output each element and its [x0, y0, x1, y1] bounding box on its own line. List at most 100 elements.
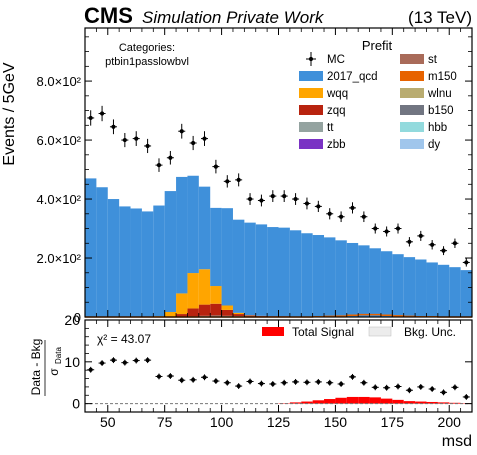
- ratio-point: [452, 385, 458, 390]
- x-tick-label: 200: [438, 414, 462, 430]
- total-signal-swatch: [262, 327, 284, 336]
- x-tick-label: 50: [100, 414, 116, 430]
- x-tick-label: 125: [267, 414, 291, 430]
- bar-wqq: [221, 305, 233, 310]
- bar-zqq: [210, 303, 222, 316]
- ratio-point: [418, 384, 423, 390]
- legend-swatch-2017_qcd: [299, 71, 323, 81]
- legend-swatch-b150: [400, 105, 424, 115]
- bar-2017_qcd: [346, 242, 359, 317]
- bar-2017_qcd: [403, 257, 416, 317]
- ratio-signal-bar: [369, 397, 381, 404]
- ratio-point: [395, 384, 401, 389]
- ratio-point: [430, 386, 435, 392]
- ratio-signal-bar: [415, 401, 427, 404]
- bar-2017_qcd: [119, 206, 131, 317]
- bar-2017_qcd: [244, 222, 256, 316]
- data-point: [395, 226, 401, 231]
- data-point: [316, 204, 321, 209]
- legend-label-wqq: wqq: [326, 88, 348, 100]
- bar-2017_qcd: [107, 199, 120, 317]
- bar-2017_qcd: [449, 267, 461, 317]
- data-point: [202, 136, 207, 141]
- data-point: [225, 179, 230, 184]
- total-signal-label: Total Signal: [292, 325, 354, 339]
- y-tick-label: 8.0×10²: [37, 74, 82, 89]
- legend-label-tt: tt: [327, 122, 334, 134]
- bar-2017_qcd: [187, 175, 199, 274]
- bar-2017_qcd: [289, 230, 302, 317]
- ratio-signal-fill: [278, 396, 472, 404]
- bar-2017_qcd: [415, 259, 427, 317]
- x-tick-label: 150: [324, 414, 348, 430]
- data-point: [179, 129, 184, 134]
- data-point: [304, 201, 310, 206]
- ratio-x-axis: 50 75 100 125 150 175 200: [84, 320, 473, 430]
- bar-2017_qcd: [153, 205, 165, 317]
- ratio-points: [87, 357, 470, 400]
- ratio-ylabel-top: Data - Bkg: [29, 339, 43, 396]
- ratio-point: [156, 374, 162, 379]
- legend-label-zqq: zqq: [327, 105, 346, 117]
- ratio-signal-bar: [380, 398, 393, 404]
- ratio-y-label: Data - Bkg σ Data: [29, 339, 63, 396]
- bar-wqq: [187, 273, 199, 309]
- y-tick-label: 6.0×10²: [37, 133, 82, 148]
- data-point: [373, 226, 378, 231]
- legend-label-m150: m150: [428, 71, 457, 83]
- main-x-ticks: [84, 28, 473, 317]
- data-point: [156, 163, 162, 168]
- bar-2017_qcd: [232, 219, 245, 313]
- ratio-signal-bar: [437, 402, 450, 404]
- y-axis-label: Events / 5GeV: [1, 62, 18, 165]
- data-point: [464, 260, 469, 265]
- ratio-point: [339, 381, 344, 387]
- bar-2017_qcd: [312, 235, 325, 317]
- ratio-point: [225, 380, 230, 385]
- ratio-point: [407, 388, 412, 393]
- ratio-point: [88, 367, 93, 372]
- legend-label-2017_qcd: 2017_qcd: [327, 71, 378, 83]
- bkg-unc-label: Bkg. Unc.: [404, 325, 456, 339]
- ratio-point: [361, 380, 366, 385]
- ratio-point: [384, 385, 389, 390]
- ratio-signal-bar: [324, 399, 336, 404]
- data-point: [339, 214, 344, 219]
- y-tick-label: 2.0×10²: [37, 251, 82, 266]
- bar-2017_qcd: [380, 251, 393, 317]
- ratio-point: [168, 373, 173, 379]
- data-point: [122, 137, 127, 143]
- data-point: [88, 115, 93, 121]
- data-point: [134, 136, 139, 141]
- bar-2017_qcd: [301, 233, 313, 317]
- legend-label-dy: dy: [428, 139, 440, 151]
- legend-label-MC: MC: [327, 54, 345, 66]
- x-tick-label: 75: [157, 414, 173, 430]
- ratio-point: [293, 379, 298, 384]
- data-point: [168, 155, 173, 160]
- bar-2017_qcd: [335, 240, 347, 317]
- data-point: [111, 124, 116, 129]
- cms-subtitle: Simulation Private Work: [142, 8, 325, 27]
- data-point: [270, 193, 275, 199]
- bar-zqq: [198, 304, 211, 316]
- data-point: [191, 140, 196, 146]
- bar-2017_qcd: [255, 224, 268, 316]
- ratio-point: [145, 358, 150, 363]
- ratio-point: [304, 380, 310, 385]
- bar-2017_qcd: [210, 207, 222, 287]
- legend-swatch-zqq: [299, 105, 323, 115]
- legend-swatch-hbb: [400, 122, 424, 132]
- category-name: ptbin1passlowbvl: [105, 56, 189, 68]
- bar-2017_qcd: [141, 211, 154, 317]
- ratio-point: [259, 381, 264, 386]
- ratio-signal-bar: [335, 397, 347, 404]
- ratio-y-tick-label: 10: [64, 354, 80, 370]
- ratio-point: [134, 358, 139, 363]
- bar-2017_qcd: [267, 227, 279, 317]
- bar-2017_qcd: [130, 208, 142, 317]
- bar-2017_qcd: [358, 245, 370, 317]
- data-points: [87, 105, 470, 267]
- data-point: [327, 211, 332, 216]
